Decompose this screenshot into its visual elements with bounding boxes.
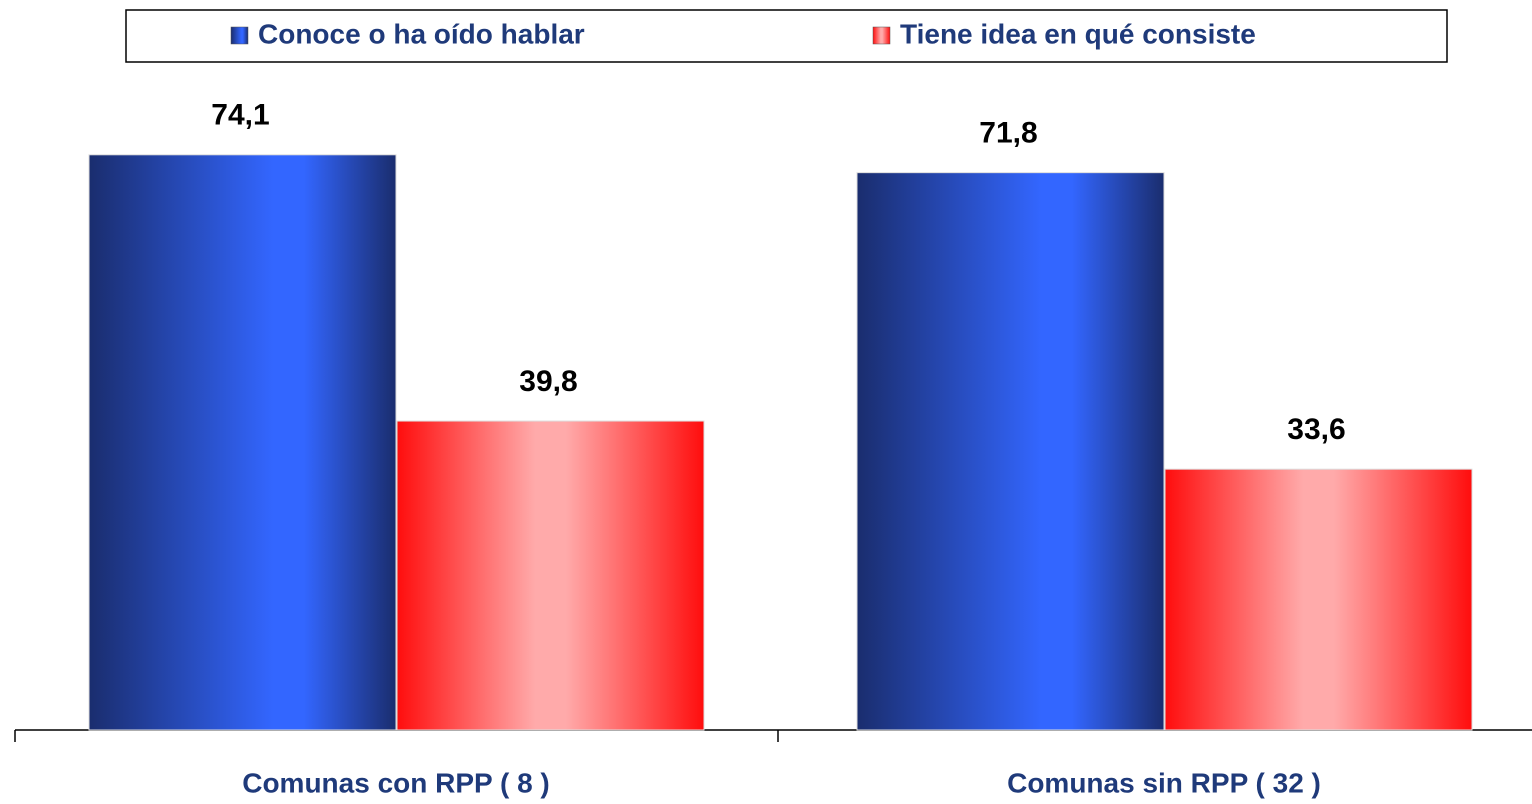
- legend-swatch: [230, 26, 249, 45]
- x-tick-label: Comunas con RPP ( 8 ): [242, 767, 550, 798]
- legend-swatch: [872, 26, 891, 45]
- value-label: 33,6: [1287, 413, 1345, 446]
- bar: [396, 420, 705, 731]
- x-tick-label: Comunas sin RPP ( 32 ): [1007, 767, 1321, 798]
- legend-label: Conoce o ha oído hablar: [258, 18, 585, 49]
- bar: [1164, 468, 1473, 731]
- value-label: 74,1: [211, 99, 269, 132]
- value-label: 39,8: [519, 365, 577, 398]
- bar: [88, 154, 397, 731]
- legend-label: Tiene idea en qué consiste: [900, 18, 1256, 49]
- value-label: 71,8: [979, 117, 1037, 150]
- bar: [856, 172, 1165, 731]
- legend-frame: [125, 9, 1448, 63]
